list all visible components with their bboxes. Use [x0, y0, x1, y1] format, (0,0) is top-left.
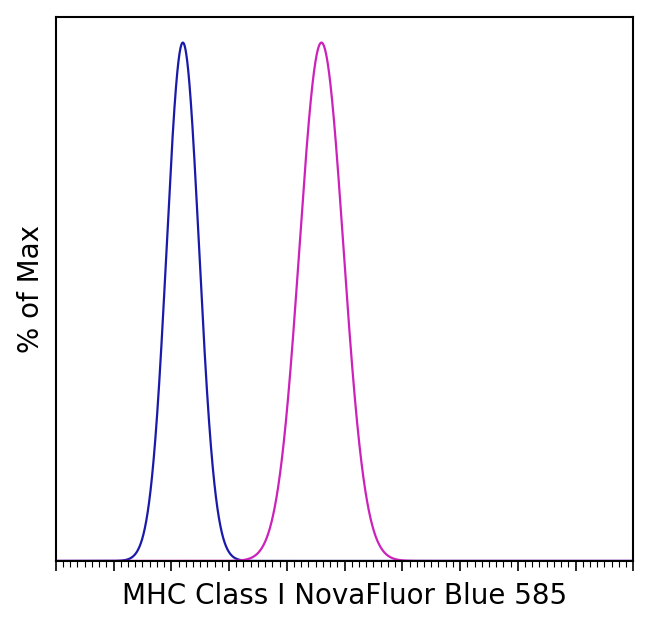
Y-axis label: % of Max: % of Max	[17, 225, 45, 353]
X-axis label: MHC Class I NovaFluor Blue 585: MHC Class I NovaFluor Blue 585	[122, 582, 567, 610]
